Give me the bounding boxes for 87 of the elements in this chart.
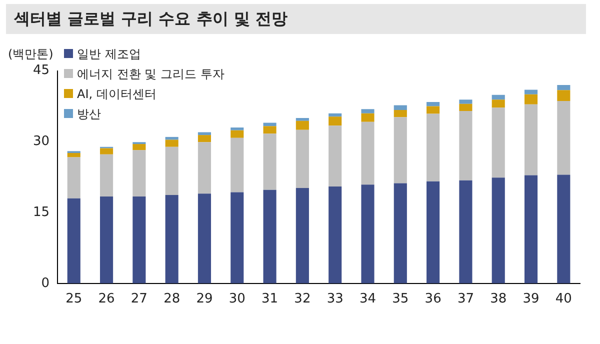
bar	[198, 194, 212, 284]
bar	[296, 130, 309, 188]
bar	[361, 113, 374, 122]
bar	[492, 94, 505, 100]
bar	[426, 102, 440, 106]
x-tick-label: 33	[326, 292, 344, 307]
bar	[361, 109, 374, 114]
bar	[67, 157, 80, 198]
y-axis-title: (백만톤)	[8, 46, 54, 63]
bar	[132, 144, 146, 150]
x-tick-label: 31	[262, 292, 278, 307]
bar	[230, 130, 244, 138]
bar	[67, 198, 80, 284]
bar	[361, 122, 374, 185]
bar	[230, 138, 244, 192]
x-tick-label: 34	[359, 292, 376, 307]
bar	[230, 127, 244, 130]
bar	[263, 190, 276, 284]
x-tick-label: 28	[164, 292, 180, 307]
bar	[426, 114, 440, 182]
bar	[361, 184, 374, 284]
bar	[198, 132, 212, 136]
chart-title: 섹터별 글로벌 구리 수요 추이 및 전망	[6, 4, 586, 34]
bar	[492, 178, 505, 284]
legend-label: 에너지 전환 및 그리드 투자	[76, 66, 224, 83]
bar	[296, 188, 309, 284]
bar	[296, 118, 309, 121]
bar	[524, 94, 538, 104]
x-tick-label: 27	[130, 292, 148, 307]
bar	[328, 186, 342, 284]
bar	[132, 196, 146, 284]
bar	[557, 174, 570, 284]
bar	[263, 126, 276, 134]
x-tick-label: 29	[196, 292, 213, 307]
bar	[132, 150, 146, 196]
x-tick-label: 37	[457, 292, 474, 307]
x-tick-label: 32	[294, 292, 311, 307]
bar	[394, 110, 407, 118]
bar	[100, 196, 114, 284]
bar	[100, 148, 114, 154]
x-tick-label: 38	[490, 292, 507, 307]
bar	[198, 142, 212, 194]
legend-label: 일반 제조업	[76, 46, 142, 63]
bar	[198, 135, 212, 142]
bar	[328, 113, 342, 117]
y-tick-label: 45	[32, 63, 50, 78]
bar	[426, 106, 440, 114]
bar	[492, 108, 505, 178]
bar	[492, 100, 505, 108]
bar	[328, 116, 342, 126]
bar	[426, 181, 440, 284]
bar	[328, 126, 342, 187]
bar	[296, 120, 309, 130]
bar	[165, 136, 178, 140]
x-tick-label: 26	[98, 292, 115, 307]
y-tick-label: 15	[32, 204, 50, 220]
legend-label: AI, 데이터센터	[76, 86, 158, 103]
bar	[459, 110, 472, 180]
bar	[100, 154, 114, 196]
bar	[524, 104, 538, 176]
bar	[230, 192, 244, 284]
y-tick-label: 0	[41, 276, 50, 291]
bar	[459, 100, 472, 104]
bar	[394, 183, 407, 284]
bar	[459, 180, 472, 284]
bar	[557, 101, 570, 175]
bar	[165, 195, 178, 284]
bar	[165, 146, 178, 196]
bar	[394, 117, 407, 184]
x-tick-label: 36	[424, 292, 442, 307]
bar	[557, 90, 570, 102]
bar	[263, 134, 276, 190]
bar	[524, 175, 538, 284]
bar	[459, 104, 472, 111]
bar	[165, 140, 178, 147]
x-tick-label: 35	[392, 292, 409, 307]
x-tick-label: 30	[228, 292, 246, 307]
legend-label: 방산	[76, 106, 102, 123]
x-tick-label: 40	[555, 292, 572, 307]
x-tick-label: 39	[522, 292, 540, 307]
bar	[67, 153, 80, 158]
x-tick-label: 25	[66, 292, 82, 307]
y-tick-label: 30	[32, 134, 50, 150]
bar	[263, 122, 276, 126]
bar	[394, 105, 407, 110]
bar	[524, 90, 538, 94]
bar	[557, 84, 570, 90]
